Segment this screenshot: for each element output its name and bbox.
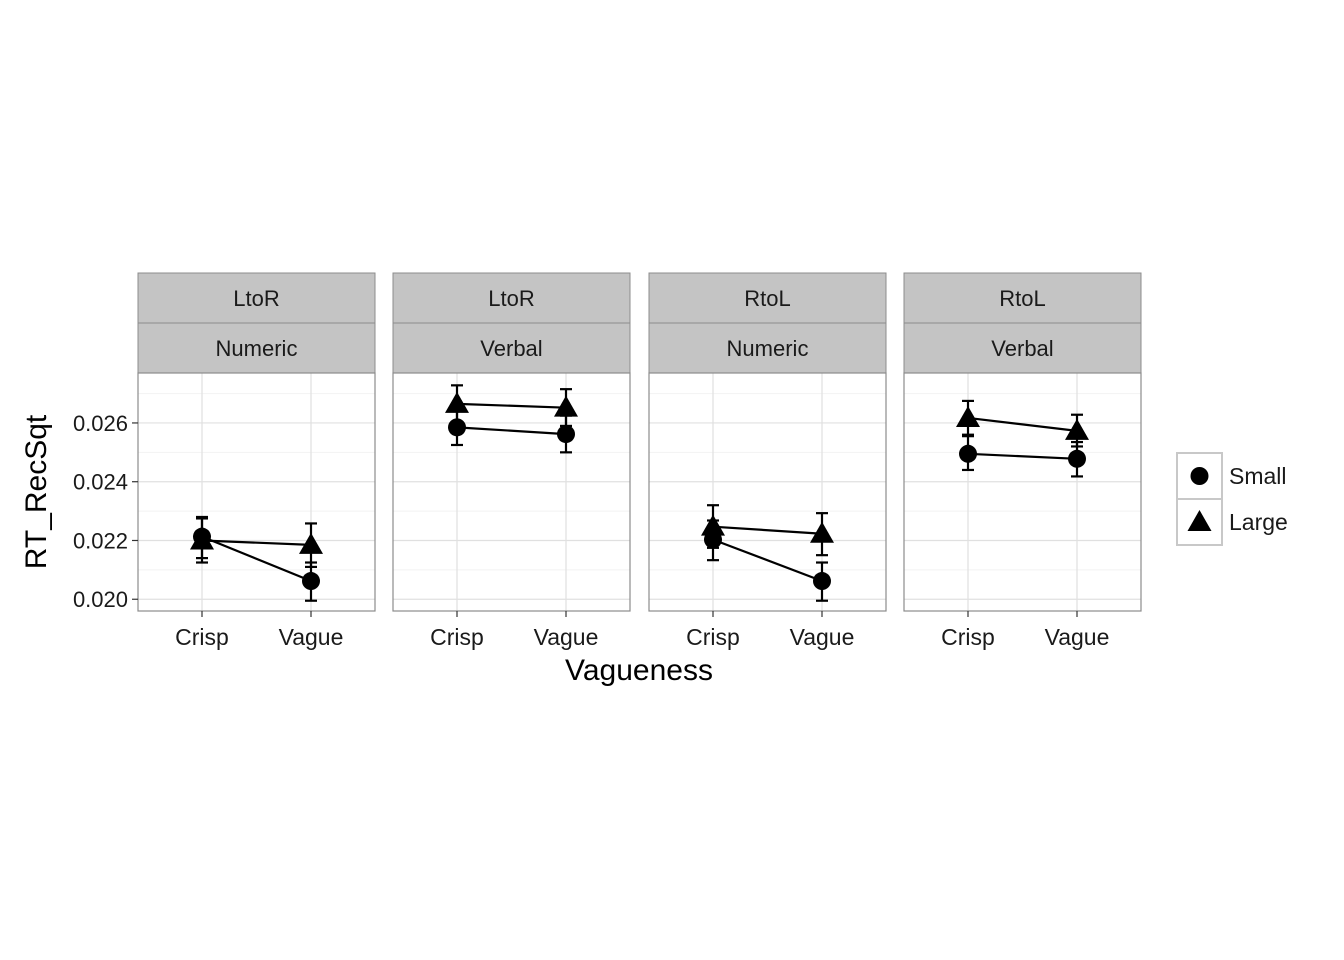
panel-border — [137, 372, 376, 612]
x-tick-label: Crisp — [430, 624, 484, 650]
data-point-large — [299, 532, 323, 554]
y-axis: 0.020 0.022 0.024 0.026 — [73, 411, 138, 612]
x-tick-label: Crisp — [686, 624, 740, 650]
facet-strip-top-label: RtoL — [744, 286, 790, 311]
legend-label: Small — [1229, 463, 1287, 489]
legend-key-triangle — [1187, 510, 1212, 531]
data-point-small — [557, 425, 575, 444]
facet-strip-bottom-label: Numeric — [216, 336, 298, 361]
series-line-large — [456, 402, 567, 409]
y-tick-label: 0.020 — [73, 587, 128, 612]
facet-strip-bottom — [392, 322, 631, 374]
facet-strip-bottom — [648, 322, 887, 374]
series-line-small — [967, 452, 1078, 460]
data-point-large — [554, 395, 578, 417]
data-point-large — [956, 405, 980, 427]
panel-border — [903, 372, 1142, 612]
x-tick-label: Vague — [279, 624, 344, 650]
data-point-small — [813, 572, 831, 591]
facet-strip-bottom — [137, 322, 376, 374]
facet-panels: LtoR Numeric Crisp Vague LtoR Verbal Crisp Vagu… — [137, 272, 1142, 650]
y-tick-label: 0.022 — [73, 528, 128, 553]
data-point-large — [810, 521, 834, 543]
facet-panel: LtoR Verbal Crisp Vague — [392, 272, 631, 650]
panel-border — [392, 372, 631, 612]
x-tick-label: Crisp — [175, 624, 229, 650]
x-tick-label: Vague — [790, 624, 855, 650]
x-tick-label: Vague — [1045, 624, 1110, 650]
data-point-small — [302, 572, 320, 591]
data-point-large — [701, 514, 725, 536]
facet-strip-top-label: RtoL — [999, 286, 1045, 311]
legend-label: Large — [1229, 509, 1288, 535]
facet-strip-top-label: LtoR — [488, 286, 534, 311]
x-tick-label: Crisp — [941, 624, 995, 650]
data-point-large — [1065, 418, 1089, 440]
facet-strip-bottom-label: Verbal — [480, 336, 542, 361]
series-line-small — [712, 538, 823, 583]
y-tick-label: 0.024 — [73, 470, 128, 495]
facet-panel: LtoR Numeric Crisp Vague — [137, 272, 376, 650]
facet-panel: RtoL Numeric Crisp Vague — [648, 272, 887, 650]
legend: Small Large — [1176, 452, 1288, 546]
facet-panel: RtoL Verbal Crisp Vague — [903, 272, 1142, 650]
series-line-large — [967, 416, 1078, 432]
facet-strip-bottom — [903, 322, 1142, 374]
series-line-large — [712, 525, 823, 535]
legend-key-circle — [1190, 467, 1209, 485]
data-point-small — [1068, 449, 1086, 468]
facet-strip-top-label: LtoR — [233, 286, 279, 311]
facet-strip-top — [392, 272, 631, 324]
panel-border — [648, 372, 887, 612]
series-line-small — [201, 535, 312, 583]
series-line-large — [201, 539, 312, 546]
facet-strip-bottom-label: Verbal — [991, 336, 1053, 361]
y-tick-label: 0.026 — [73, 411, 128, 436]
y-axis-title: RT_RecSqt — [20, 414, 53, 569]
facet-strip-top — [137, 272, 376, 324]
x-axis-title: Vagueness — [565, 654, 713, 687]
data-point-large — [445, 391, 469, 413]
data-point-large — [190, 528, 214, 550]
panel-background — [138, 373, 375, 611]
data-point-small — [959, 444, 977, 463]
series-line-small — [456, 426, 567, 436]
x-tick-label: Vague — [534, 624, 599, 650]
panel-background — [649, 373, 886, 611]
facet-strip-bottom-label: Numeric — [727, 336, 809, 361]
panel-background — [904, 373, 1141, 611]
panel-background — [393, 373, 630, 611]
